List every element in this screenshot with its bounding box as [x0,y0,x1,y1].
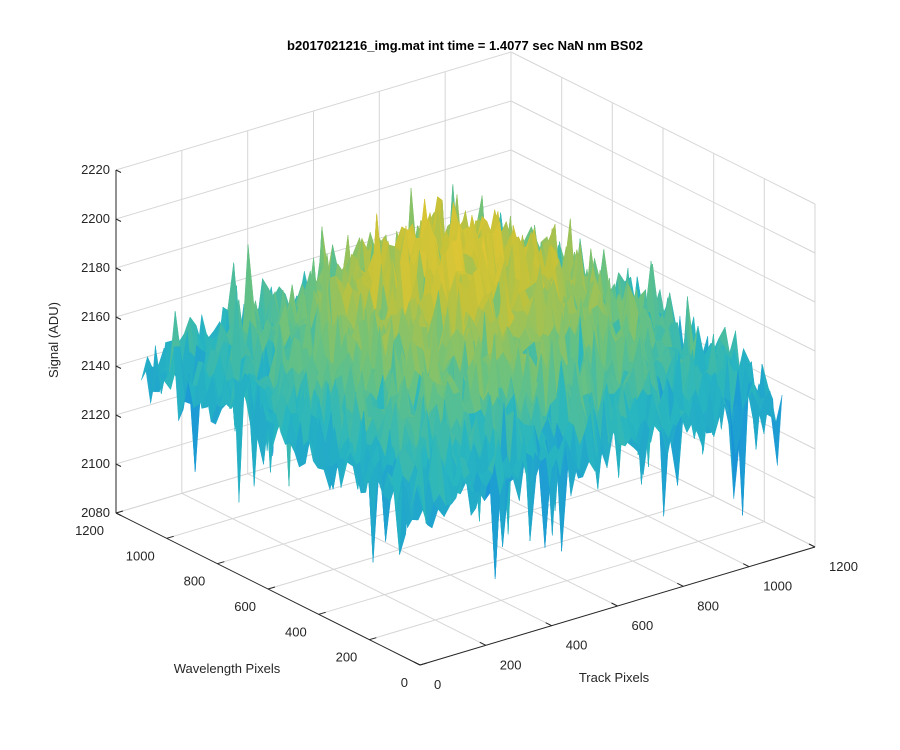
x-tick-labels: 0 200 400 600 800 1000 1200 [434,559,858,692]
grid-line [318,495,714,615]
x-tick-mark [611,602,618,607]
x-axis-label: Track Pixels [579,670,650,685]
z-tick-label: 2160 [81,309,110,324]
y-tick-mark [166,535,174,539]
x-tick-label: 0 [434,677,441,692]
y-tick-label: 600 [234,599,256,614]
z-tick-mark [115,414,122,418]
x-tick-mark [808,543,816,548]
y-tick-mark [115,510,124,514]
y-tick-labels: 0 200 400 600 800 1000 1200 [75,523,408,690]
y-tick-label: 1000 [126,548,155,563]
z-tick-label: 2100 [81,456,110,471]
x-tick-label: 1000 [763,579,792,594]
axes-frame [115,169,816,666]
z-tick-mark [115,463,122,467]
x-tick-mark [545,622,552,627]
y-tick-mark [369,637,377,641]
y-tick-mark [318,611,326,615]
z-tick-mark [115,316,122,320]
x-tick-label: 800 [697,598,719,613]
chart-title: b2017021216_img.mat int time = 1.4077 se… [287,38,643,53]
x-tick-label: 600 [632,618,654,633]
x-tick-label: 400 [566,638,588,653]
z-tick-label: 2180 [81,260,110,275]
y-tick-label: 1200 [75,523,104,538]
x-tick-mark [677,582,684,587]
z-tick-mark [115,365,122,369]
z-tick-label: 2140 [81,358,110,373]
surface-mesh [141,184,783,579]
z-axis-label: Signal (ADU) [46,302,61,378]
x-tick-mark [742,563,750,568]
y-tick-label: 800 [184,574,206,589]
x-tick-label: 1200 [829,559,858,574]
z-tick-mark [115,169,122,173]
surface-patch [415,449,427,524]
y-tick-mark [217,561,225,565]
x-tick-mark [413,661,421,666]
grid-line [369,521,765,641]
y-tick-label: 200 [336,650,358,665]
z-tick-label: 2200 [81,211,110,226]
z-tick-label: 2120 [81,407,110,422]
z-tick-mark [115,267,122,271]
y-tick-label: 400 [285,624,307,639]
y-tick-label: 0 [401,675,408,690]
x-tick-label: 200 [500,657,522,672]
z-tick-mark [115,512,122,516]
grid-line [267,470,664,590]
y-axis-label: Wavelength Pixels [174,661,281,676]
y-tick-mark [419,662,428,666]
z-tick-mark [115,218,122,222]
z-tick-labels: 2080 2100 2120 2140 2160 2180 2200 2220 [81,162,110,520]
z-tick-label: 2080 [81,505,110,520]
y-tick-mark [267,586,276,590]
z-tick-label: 2220 [81,162,110,177]
x-tick-mark [479,641,487,646]
